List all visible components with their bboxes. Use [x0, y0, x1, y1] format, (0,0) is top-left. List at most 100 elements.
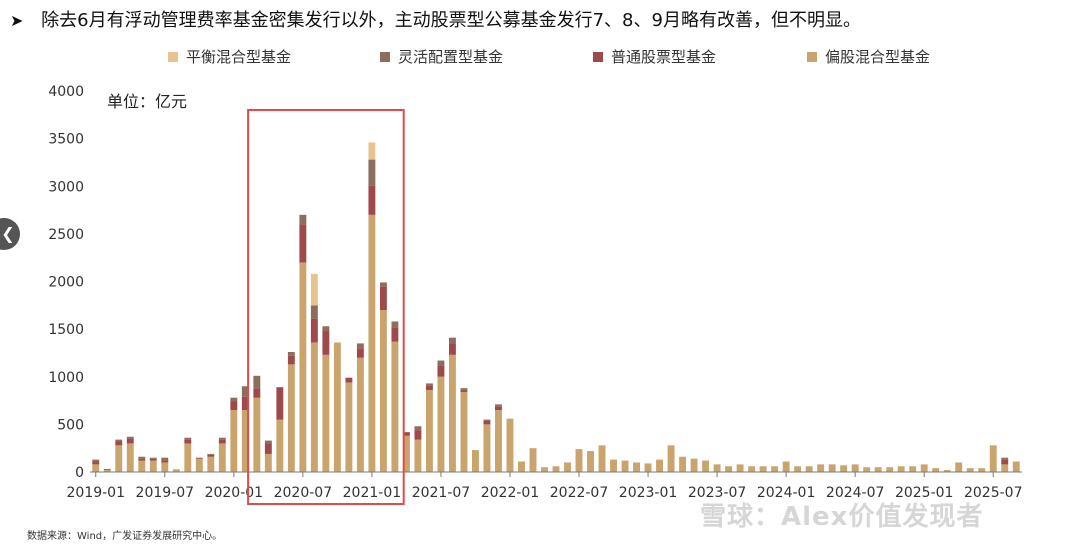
bar-segment	[621, 460, 629, 472]
y-tick-label: 4000	[48, 84, 84, 100]
bar-segment	[310, 318, 318, 343]
bar-segment	[92, 464, 100, 472]
bar-segment	[529, 448, 537, 472]
bar-segment	[483, 419, 491, 421]
bar-segment	[495, 404, 502, 407]
x-tick-label: 2020-07	[274, 485, 333, 501]
headline: ➤ 除去6月有浮动管理费率基金密集发行以外，主动股票型公募基金发行7、8、9月略…	[10, 6, 861, 32]
bar-segment	[264, 453, 272, 472]
bar-segment	[886, 467, 894, 472]
legend-item-stock: 普通股票型基金	[593, 46, 716, 67]
bar-segment	[495, 406, 502, 411]
legend-label-balanced: 平衡混合型基金	[186, 48, 292, 66]
bar-segment	[103, 470, 111, 472]
bar-segment	[448, 354, 456, 472]
legend-item-flexible: 灵活配置型基金	[380, 46, 503, 67]
bar-segment	[310, 342, 318, 472]
bar-segment	[851, 464, 859, 472]
chevron-left-icon[interactable]: ❮	[0, 218, 20, 250]
bar-segment	[702, 460, 710, 472]
bar-segment	[356, 343, 364, 349]
bar-segment	[966, 468, 974, 472]
bar-segment	[149, 457, 157, 459]
x-tick-label: 2022-01	[481, 485, 540, 501]
bar-segment	[195, 458, 203, 472]
bar-segment	[414, 426, 422, 431]
bar-segment	[679, 456, 687, 472]
bar-segment	[564, 462, 571, 472]
bar-segment	[863, 467, 871, 472]
bar-segment	[587, 451, 594, 472]
y-tick-label: 1000	[48, 370, 84, 386]
bar-segment	[1001, 459, 1009, 465]
bar-segment	[725, 466, 733, 472]
bar-segment	[448, 343, 456, 355]
bar-segment	[1001, 457, 1009, 460]
x-tick-label: 2025-07	[964, 485, 1023, 501]
bar-segment	[483, 420, 491, 425]
bar-segment	[276, 387, 284, 420]
bar-segment	[575, 449, 583, 472]
bar-segment	[333, 342, 341, 472]
bar-segment	[368, 185, 376, 215]
bar-segment	[874, 467, 882, 472]
x-tick-label: 2019-07	[136, 485, 195, 501]
bar-segment	[115, 445, 123, 472]
bar-segment	[656, 459, 663, 472]
bar-segment	[92, 459, 100, 462]
bar-segment	[759, 466, 767, 472]
bar-segment	[437, 376, 445, 472]
bar-segment	[414, 430, 422, 440]
bar-segment	[264, 443, 272, 454]
bar-segment	[794, 466, 802, 472]
bar-segment	[379, 310, 387, 472]
bar-segment	[690, 458, 698, 472]
legend-item-equity-biased: 偏股混合型基金	[807, 46, 930, 67]
bar-segment	[402, 432, 410, 433]
bar-segment	[138, 456, 146, 459]
bar-segment	[402, 432, 410, 436]
bar-segment	[460, 391, 468, 472]
bar-segment	[379, 286, 387, 311]
bar-segment	[253, 397, 261, 472]
x-tick-label: 2022-07	[550, 485, 609, 501]
bar-segment	[103, 469, 111, 471]
bar-segment	[161, 460, 169, 463]
bar-segment	[230, 397, 238, 402]
legend-swatch-stock	[593, 51, 603, 62]
bar-segment	[276, 419, 284, 472]
bar-segment	[207, 453, 215, 455]
bar-segment	[184, 443, 192, 472]
x-tick-label: 2025-01	[895, 485, 954, 501]
bar-segment	[322, 331, 330, 355]
bar-segment	[218, 443, 226, 472]
bar-segment	[195, 457, 203, 459]
bar-segment	[817, 464, 825, 472]
legend-label-equity-biased: 偏股混合型基金	[825, 48, 931, 66]
bar-segment	[368, 214, 376, 472]
headline-text: 除去6月有浮动管理费率基金密集发行以外，主动股票型公募基金发行7、8、9月略有改…	[41, 10, 861, 31]
bar-segment	[115, 441, 123, 446]
bar-segment	[207, 456, 215, 472]
y-tick-label: 0	[75, 465, 84, 481]
bar-segment	[805, 466, 813, 472]
bar-segment	[126, 438, 134, 444]
bar-segment	[345, 382, 353, 472]
bar-segment	[92, 461, 100, 465]
bar-segment	[978, 468, 986, 472]
legend-swatch-balanced	[168, 51, 178, 62]
x-tick-label: 2023-01	[619, 485, 678, 501]
bar-segment	[920, 464, 928, 472]
bar-segment	[425, 385, 433, 391]
bar-segment	[1001, 464, 1009, 472]
bar-segment	[506, 418, 514, 472]
bar-segment	[126, 443, 134, 472]
bar-segment	[437, 365, 445, 377]
bar-segment	[391, 321, 399, 328]
bar-segment	[241, 386, 249, 397]
legend-label-flexible: 灵活配置型基金	[398, 48, 504, 66]
bar-segment	[241, 396, 249, 411]
bar-segment	[909, 466, 917, 472]
bar-segment	[184, 437, 192, 440]
